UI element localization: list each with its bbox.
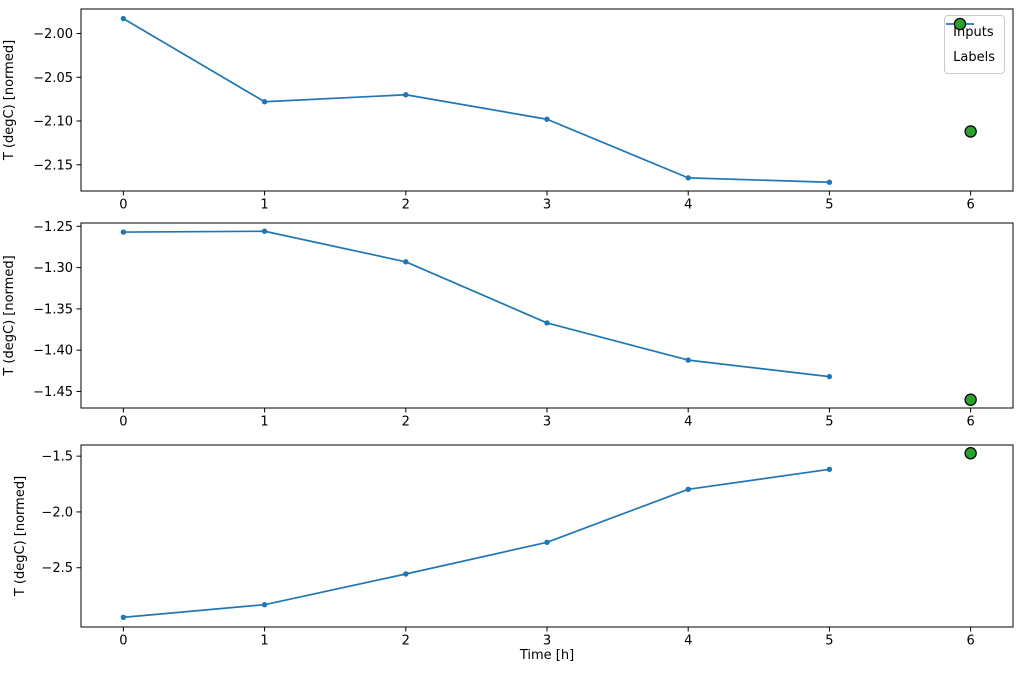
inputs-marker xyxy=(685,486,691,493)
inputs-marker xyxy=(261,601,268,608)
x-tick-label: 4 xyxy=(684,198,692,213)
labels-point xyxy=(964,447,977,460)
legend-item-labels: Labels xyxy=(953,17,995,68)
inputs-marker xyxy=(403,571,409,577)
y-tick-label: −1.35 xyxy=(33,302,73,317)
x-tick-label: 3 xyxy=(543,415,551,430)
x-tick-label: 5 xyxy=(825,415,833,430)
x-tick-label: 1 xyxy=(260,634,268,649)
legend: Inputs Labels xyxy=(944,15,1005,74)
subplot-3: 0 1 2 3 4 5 6 −1.5 −2.0 −2.5 T (degC) [normed] xyxy=(13,444,1014,649)
x-tick-label: 1 xyxy=(260,415,268,430)
y-tick-label: −2.15 xyxy=(33,158,73,173)
inputs-marker xyxy=(120,229,127,235)
x-tick-label: 2 xyxy=(402,415,410,430)
subplot-2: 0 1 2 3 4 5 6 −1.25 −1.30 −1.35 −1.40 −1.45 T (degC)… xyxy=(2,220,1014,430)
inputs-marker xyxy=(685,175,691,181)
labels-circle-icon xyxy=(953,17,967,31)
y-tick-label: −2.0 xyxy=(41,505,73,520)
inputs-marker xyxy=(544,320,550,326)
y-tick-label: −1.40 xyxy=(33,344,73,359)
labels-point xyxy=(964,125,977,138)
x-tick-label: 6 xyxy=(966,198,974,213)
inputs-marker xyxy=(826,466,833,473)
x-tick-label: 0 xyxy=(119,634,127,649)
inputs-marker xyxy=(544,539,550,546)
inputs-marker xyxy=(120,15,127,22)
x-tick-label: 5 xyxy=(825,198,833,213)
inputs-marker xyxy=(826,179,833,185)
inputs-marker xyxy=(403,259,409,265)
x-tick-label: 2 xyxy=(402,198,410,213)
subplot-3-frame xyxy=(80,444,1014,628)
inputs-marker xyxy=(261,99,268,105)
x-tick-label: 6 xyxy=(966,634,974,649)
y-axis-title: T (degC) [normed] xyxy=(13,476,28,597)
subplot-1-frame xyxy=(80,8,1014,192)
x-tick-label: 3 xyxy=(543,634,551,649)
y-tick-label: −2.10 xyxy=(33,115,73,130)
x-axis-title: Time [h] xyxy=(519,648,575,663)
y-tick-label: −1.30 xyxy=(33,261,73,276)
y-axis-title: T (degC) [normed] xyxy=(2,40,17,161)
y-tick-label: −1.25 xyxy=(33,220,73,235)
inputs-marker xyxy=(826,373,833,380)
inputs-line xyxy=(122,230,831,378)
y-tick-label: −2.5 xyxy=(41,561,73,576)
y-tick-label: −2.05 xyxy=(33,71,73,86)
x-tick-label: 0 xyxy=(119,415,127,430)
inputs-marker xyxy=(685,357,691,363)
y-tick-label: −1.5 xyxy=(41,450,73,465)
inputs-marker xyxy=(544,116,550,122)
y-tick-label: −2.00 xyxy=(33,27,73,42)
inputs-line xyxy=(122,468,831,619)
subplot-1: 0 1 2 3 4 5 6 −2.00 −2.05 −2.10 −2.15 T (degC) [nor… xyxy=(2,8,1014,213)
x-tick-label: 2 xyxy=(402,634,410,649)
x-tick-label: 0 xyxy=(119,198,127,213)
inputs-marker xyxy=(403,92,409,98)
x-tick-label: 4 xyxy=(684,415,692,430)
subplot-2-frame xyxy=(80,222,1014,409)
legend-label-labels: Labels xyxy=(953,49,995,65)
x-tick-label: 4 xyxy=(684,634,692,649)
y-axis-title: T (degC) [normed] xyxy=(2,255,17,376)
labels-point xyxy=(964,393,977,406)
x-tick-label: 5 xyxy=(825,634,833,649)
inputs-marker xyxy=(120,614,127,620)
x-tick-label: 6 xyxy=(966,415,974,430)
inputs-line xyxy=(122,17,831,184)
y-tick-label: −1.45 xyxy=(33,385,73,400)
x-tick-label: 3 xyxy=(543,198,551,213)
x-tick-label: 1 xyxy=(260,198,268,213)
inputs-marker xyxy=(261,228,268,234)
